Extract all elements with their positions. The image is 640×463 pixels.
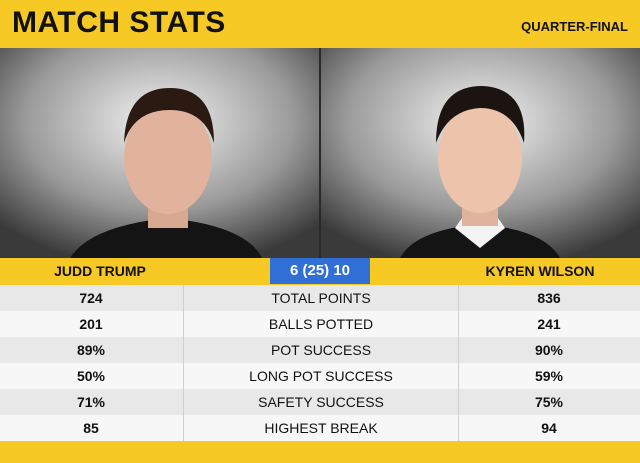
stat-row: 50% LONG POT SUCCESS 59% — [0, 363, 640, 389]
player-right-stat: 241 — [537, 316, 561, 332]
stat-row: 89% POT SUCCESS 90% — [0, 337, 640, 363]
score: 6 (25) 10 — [270, 258, 370, 284]
stat-row: 71% SAFETY SUCCESS 75% — [0, 389, 640, 415]
player-left-stat: 89% — [76, 342, 106, 358]
player-photos — [0, 48, 640, 258]
player-left-stat: 85 — [83, 420, 99, 436]
round: QUARTER-FINAL — [521, 19, 628, 34]
player-left-silhouette — [70, 88, 262, 258]
player-left-stat: 50% — [76, 368, 106, 384]
stat-label: BALLS POTTED — [183, 311, 459, 337]
stat-row: 724 TOTAL POINTS 836 — [0, 285, 640, 311]
stat-label: HIGHEST BREAK — [183, 415, 459, 441]
player-left-stat: 724 — [79, 290, 103, 306]
photo-divider — [319, 48, 321, 258]
footer-bar — [0, 441, 640, 463]
stat-label: TOTAL POINTS — [183, 285, 459, 311]
title: MATCH STATS — [12, 6, 226, 39]
stat-label: SAFETY SUCCESS — [183, 389, 459, 415]
player-right-stat: 75% — [534, 394, 564, 410]
player-right-name: KYREN WILSON — [485, 263, 595, 279]
player-right-stat: 836 — [537, 290, 561, 306]
stat-label: POT SUCCESS — [183, 337, 459, 363]
player-left-name: JUDD TRUMP — [54, 263, 146, 279]
player-right-stat: 94 — [541, 420, 557, 436]
player-right-stat: 90% — [534, 342, 564, 358]
stat-label: LONG POT SUCCESS — [183, 363, 459, 389]
player-right-silhouette — [400, 86, 560, 258]
stat-row: 85 HIGHEST BREAK 94 — [0, 415, 640, 441]
player-right-stat: 59% — [534, 368, 564, 384]
stat-row: 201 BALLS POTTED 241 — [0, 311, 640, 337]
player-left-stat: 201 — [79, 316, 103, 332]
stats-table: 724 TOTAL POINTS 836 201 BALLS POTTED 241 89% P… — [0, 285, 640, 441]
header: MATCH STATS QUARTER-FINAL — [0, 0, 640, 48]
player-left-stat: 71% — [76, 394, 106, 410]
